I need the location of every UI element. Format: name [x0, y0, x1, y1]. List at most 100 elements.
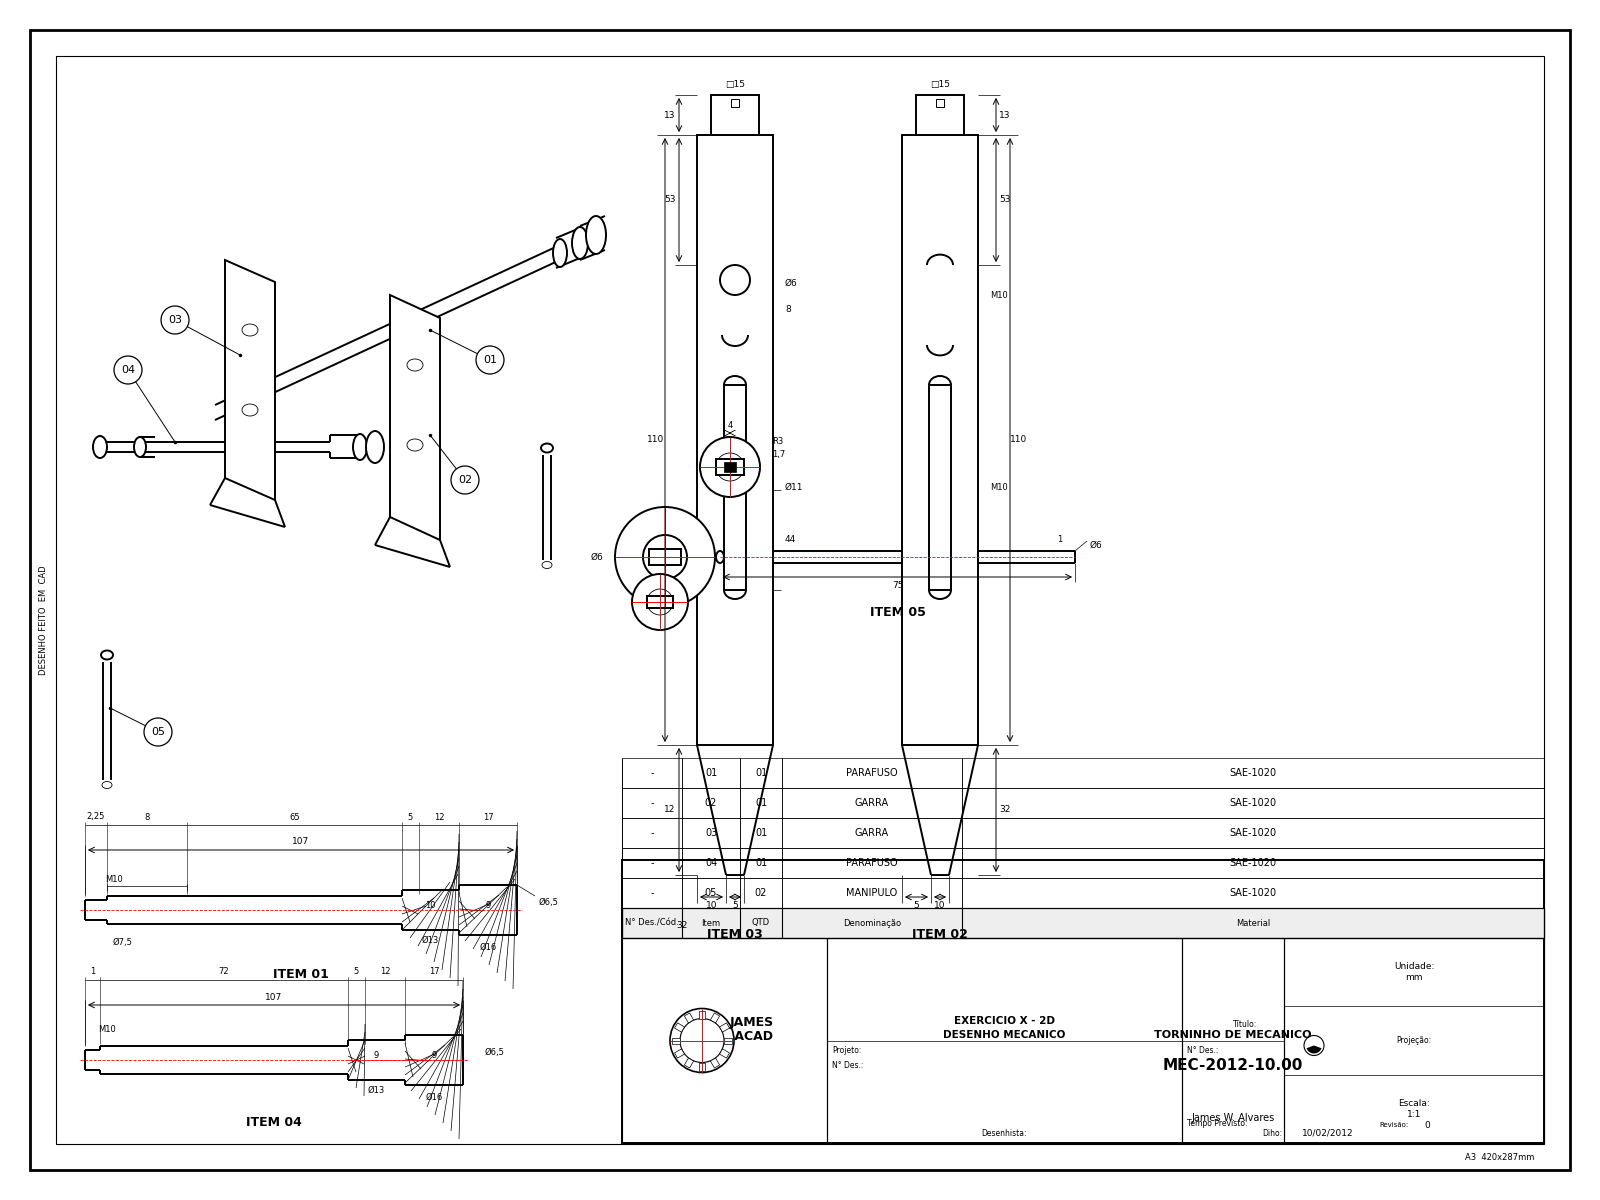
Text: -: -	[650, 768, 654, 778]
Bar	[699, 1062, 706, 1070]
Bar	[699, 1010, 706, 1019]
Text: 12: 12	[664, 805, 675, 815]
Text: 05: 05	[150, 727, 165, 737]
Text: Ø16: Ø16	[426, 1092, 443, 1102]
Text: 75: 75	[891, 582, 904, 590]
Ellipse shape	[542, 562, 552, 569]
Text: ITEM 04: ITEM 04	[246, 1116, 302, 1128]
Text: 44: 44	[786, 535, 797, 545]
Text: 107: 107	[266, 992, 283, 1002]
Text: 1,7: 1,7	[771, 450, 786, 460]
Text: 5: 5	[914, 901, 920, 911]
Text: 53: 53	[664, 196, 675, 204]
Bar	[698, 134, 773, 745]
Text: Ø6: Ø6	[1090, 540, 1102, 550]
Text: -: -	[650, 798, 654, 808]
Bar	[622, 758, 1544, 788]
Text: 65: 65	[290, 812, 299, 822]
Text: Material: Material	[1235, 918, 1270, 928]
Text: ACAD: ACAD	[730, 1030, 773, 1043]
Circle shape	[632, 574, 688, 630]
Text: 01: 01	[706, 768, 717, 778]
Text: 1: 1	[90, 967, 94, 977]
Bar	[710, 1058, 720, 1068]
Text: 12: 12	[379, 967, 390, 977]
Text: Ø7,5: Ø7,5	[112, 937, 131, 947]
Circle shape	[670, 1008, 734, 1073]
Text: Item: Item	[701, 918, 720, 928]
Text: Revisão:: Revisão:	[1379, 1122, 1410, 1128]
Text: EXERCICIO X - 2D: EXERCICIO X - 2D	[954, 1015, 1054, 1026]
Text: 01: 01	[483, 355, 498, 365]
Text: 5: 5	[354, 967, 358, 977]
Text: 02: 02	[706, 798, 717, 808]
Bar	[731, 98, 739, 107]
Text: 32: 32	[677, 920, 688, 930]
Text: GARRA: GARRA	[854, 828, 890, 838]
Bar	[723, 385, 746, 590]
Text: M10: M10	[106, 876, 123, 884]
Text: James W. Alvares: James W. Alvares	[1192, 1114, 1275, 1123]
Circle shape	[451, 466, 478, 494]
Bar	[622, 818, 1544, 848]
Text: 5: 5	[733, 901, 738, 911]
Text: Ø16: Ø16	[480, 942, 496, 952]
Ellipse shape	[93, 436, 107, 458]
Text: 9: 9	[432, 1050, 437, 1060]
Ellipse shape	[406, 439, 422, 451]
Bar	[650, 550, 682, 565]
Text: 02: 02	[755, 888, 766, 898]
Text: Ø6: Ø6	[590, 552, 603, 562]
Bar	[675, 1022, 685, 1032]
Ellipse shape	[242, 324, 258, 336]
Bar	[827, 938, 1182, 1142]
Text: SAE-1020: SAE-1020	[1229, 888, 1277, 898]
Text: N° Des.:: N° Des.:	[1187, 1046, 1218, 1055]
Text: Ø13: Ø13	[422, 936, 438, 944]
Text: Projeto:: Projeto:	[832, 1046, 861, 1055]
Circle shape	[643, 535, 686, 578]
Bar	[622, 860, 1544, 1142]
Text: Unidade:
mm: Unidade: mm	[1394, 962, 1434, 982]
Text: DESENHO MECANICO: DESENHO MECANICO	[944, 1031, 1066, 1040]
Text: TORNINHO DE MECANICO: TORNINHO DE MECANICO	[1154, 1031, 1312, 1040]
Text: 1: 1	[1058, 534, 1062, 544]
Text: 17: 17	[429, 967, 440, 977]
Bar	[710, 95, 758, 134]
Text: SAE-1020: SAE-1020	[1229, 768, 1277, 778]
Text: Ø6: Ø6	[786, 278, 798, 288]
Text: 110: 110	[648, 436, 664, 444]
Circle shape	[162, 306, 189, 334]
Ellipse shape	[242, 404, 258, 416]
Text: 10: 10	[934, 901, 946, 911]
Ellipse shape	[101, 650, 114, 660]
Bar	[685, 1013, 693, 1022]
Text: 5: 5	[408, 812, 413, 822]
Bar	[1283, 938, 1544, 1142]
Text: MANIPULO: MANIPULO	[846, 888, 898, 898]
Ellipse shape	[554, 239, 566, 266]
Text: MEC-2012-10.00: MEC-2012-10.00	[1163, 1058, 1302, 1073]
Bar	[930, 385, 950, 590]
Text: Ø13: Ø13	[368, 1086, 386, 1094]
Text: 01: 01	[755, 768, 766, 778]
Text: □15: □15	[930, 80, 950, 90]
Ellipse shape	[717, 551, 723, 563]
Text: 110: 110	[1010, 436, 1027, 444]
Text: N° Des.:: N° Des.:	[832, 1061, 864, 1070]
Text: Ø6,5: Ø6,5	[485, 1048, 506, 1056]
Ellipse shape	[102, 781, 112, 788]
Text: 02: 02	[458, 475, 472, 485]
Bar	[622, 908, 1544, 938]
Text: M10: M10	[98, 1026, 115, 1034]
Text: 01: 01	[755, 858, 766, 868]
Bar	[710, 1013, 720, 1022]
Text: Desenhista:: Desenhista:	[982, 1128, 1027, 1138]
Bar	[915, 95, 963, 134]
Bar	[720, 1022, 730, 1032]
Text: 107: 107	[293, 838, 310, 846]
Text: A3  420x287mm: A3 420x287mm	[1464, 1153, 1534, 1162]
Text: M10: M10	[990, 290, 1008, 300]
Ellipse shape	[134, 437, 146, 457]
Text: -: -	[650, 888, 654, 898]
